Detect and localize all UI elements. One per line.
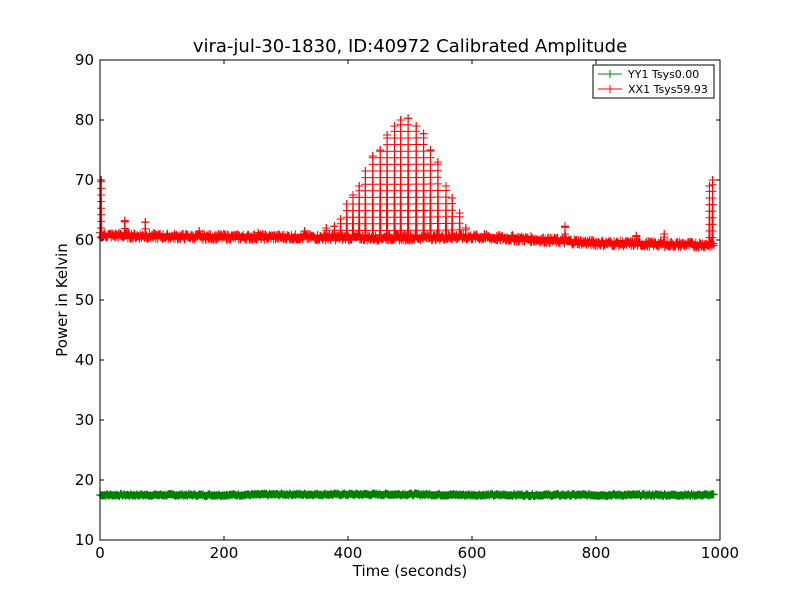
- y-tick-label-6: 70: [75, 171, 94, 189]
- series-xx1-spike-22: [433, 158, 442, 235]
- series-xx1-spike-4: [254, 228, 263, 237]
- legend-marker-xx1: [606, 85, 614, 93]
- series-xx1-spike-33: [708, 176, 717, 242]
- y-tick-label-0: 10: [75, 531, 94, 549]
- series-xx1-spike-13: [368, 152, 377, 235]
- series-xx1-spike-31: [660, 230, 669, 242]
- series-xx1-spike-14: [376, 146, 385, 235]
- series-xx1-spike-5: [300, 227, 309, 235]
- series-xx1-spike-25: [455, 209, 464, 234]
- series-xx1-spike-6: [322, 224, 331, 235]
- plot-area: [96, 114, 718, 500]
- series-xx1-spike-11: [355, 182, 364, 235]
- x-tick-label-2: 400: [334, 544, 363, 562]
- x-tick-label-4: 800: [582, 544, 611, 562]
- series-xx1-spike-18: [404, 114, 413, 235]
- legend-label-xx1: XX1 Tsys59.93: [628, 83, 708, 96]
- x-axis-label: Time (seconds): [352, 562, 468, 580]
- series-xx1-spike-24: [448, 194, 457, 234]
- series-xx1-spike-19: [412, 122, 421, 235]
- series-xx1-spike-8: [336, 215, 345, 235]
- series-xx1-spike-23: [442, 182, 450, 235]
- series-xx1-spike-27: [480, 230, 489, 238]
- series-xx1-spike-15: [383, 131, 392, 235]
- series-xx1-spike-7: [330, 222, 339, 235]
- series-xx1-spike-9: [342, 200, 351, 235]
- y-tick-label-2: 30: [75, 411, 94, 429]
- legend-box: [592, 64, 715, 99]
- series-xx1-spike-21: [426, 146, 435, 235]
- series-xx1-spike-20: [419, 129, 428, 235]
- y-axis-label: Power in Kelvin: [53, 243, 71, 357]
- legend: YY1 Tsys0.00 XX1 Tsys59.93: [592, 64, 715, 99]
- legend-label-yy1: YY1 Tsys0.00: [627, 68, 699, 81]
- series-xx1-spike-1: [120, 216, 129, 233]
- y-tick-label-4: 50: [75, 291, 94, 309]
- chart-title: vira-jul-30-1830, ID:40972 Calibrated Am…: [193, 36, 627, 57]
- x-tick-label-0: 0: [95, 544, 105, 562]
- x-tick-label-5: 1000: [701, 544, 739, 562]
- series-xx1-spike-16: [390, 122, 399, 235]
- y-tick-label-7: 80: [75, 111, 94, 129]
- y-tick-label-8: 90: [75, 51, 94, 69]
- y-tick-label-3: 40: [75, 351, 94, 369]
- series-xx1-spike-2: [141, 218, 150, 233]
- axis-ticks: 0 200 400 600 800 1000 10 20 30 40 50 60 70 80 90: [75, 51, 739, 562]
- legend-marker-yy1: [606, 70, 614, 78]
- series-xx1-spike-10: [349, 191, 357, 235]
- y-tick-label-5: 60: [75, 231, 94, 249]
- series-xx1-spike-12: [361, 167, 370, 235]
- series-xx1-spike-30: [632, 231, 641, 241]
- series-xx1-spike-3: [195, 227, 204, 235]
- x-tick-label-3: 600: [458, 544, 487, 562]
- series-xx1-spike-26: [461, 224, 470, 234]
- series-yy1-line: [100, 493, 714, 496]
- y-tick-label-1: 20: [75, 471, 94, 489]
- x-tick-label-1: 200: [210, 544, 239, 562]
- series-xx1-spike-28: [508, 231, 517, 240]
- series-xx1-spike-29: [561, 222, 569, 238]
- series-xx1-spike-17: [396, 116, 405, 235]
